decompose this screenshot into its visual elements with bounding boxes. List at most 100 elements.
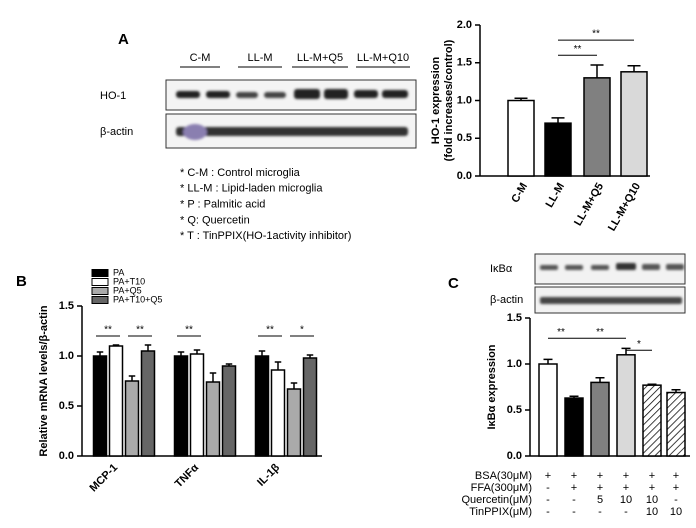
error-bar (177, 351, 185, 356)
treatment-cell: + (571, 470, 577, 482)
error-bar (551, 117, 565, 124)
treatment-cell: - (624, 506, 628, 518)
y-tick-label: 1.5 (457, 57, 472, 69)
bar (583, 77, 611, 177)
bar (302, 357, 318, 457)
error-bar (306, 354, 314, 358)
note: * C-M : Control microglia (180, 167, 301, 179)
x-tick-label: IL-1β (255, 461, 282, 488)
note: * Q: Quercetin (180, 214, 250, 226)
y-tick-label: 0.0 (457, 170, 472, 182)
treatment-label: BSA(30μM) (475, 470, 532, 482)
significance-label: ** (574, 44, 582, 55)
bar (286, 388, 302, 457)
error-bar (590, 64, 604, 78)
legend-swatch (91, 296, 109, 304)
bar (205, 381, 221, 457)
error-bar (128, 375, 136, 381)
error-bar (96, 351, 104, 356)
significance-label: * (300, 325, 304, 336)
legend-swatch (91, 287, 109, 295)
treatment-cell: - (572, 506, 576, 518)
significance-label: ** (136, 325, 144, 336)
x-tick-label: LL-M+Q10 (606, 181, 643, 233)
error-bar (627, 65, 641, 72)
treatment-cell: + (623, 470, 629, 482)
y-tick-label: 1.5 (507, 312, 522, 324)
bar (108, 345, 124, 457)
treatment-cell: + (623, 482, 629, 494)
bar (221, 365, 237, 457)
bar (189, 353, 205, 457)
bar (124, 380, 140, 457)
panel-label: A (118, 31, 129, 48)
bar (254, 355, 270, 457)
error-bar (274, 361, 282, 370)
treatment-cell: 5 (597, 494, 603, 506)
blot-row-label: HO-1 (100, 90, 126, 102)
treatment-cell: + (673, 482, 679, 494)
lane-label: LL-M (247, 52, 272, 64)
treatment-cell: - (546, 494, 550, 506)
treatment-label: Quercetin(μM) (461, 494, 532, 506)
treatment-cell: + (649, 470, 655, 482)
lane-label: LL-M+Q5 (297, 52, 343, 64)
y-tick-label: 1.5 (59, 300, 74, 312)
lane-label: LL-M+Q10 (357, 52, 409, 64)
bar (620, 71, 648, 177)
y-axis-label: HO-1 expression (430, 57, 442, 145)
treatment-cell: + (597, 470, 603, 482)
treatment-cell: + (571, 482, 577, 494)
note: * P : Palmitic acid (180, 199, 265, 211)
y-tick-label: 0.0 (59, 450, 74, 462)
error-bar (209, 372, 217, 382)
treatment-cell: - (546, 482, 550, 494)
y-tick-label: 0.0 (507, 450, 522, 462)
bar (642, 384, 662, 457)
legend-label: PA+T10 (113, 276, 145, 286)
significance-label: ** (185, 325, 193, 336)
error-bar (514, 97, 528, 101)
bar (173, 355, 189, 457)
treatment-cell: - (674, 494, 678, 506)
x-tick-label: C-M (509, 181, 530, 205)
y-tick-label: 0.5 (59, 400, 74, 412)
treatment-cell: - (572, 494, 576, 506)
bar (666, 391, 686, 457)
note: * T : TinPPIX(HO-1activity inhibitor) (180, 230, 351, 242)
bar (270, 369, 286, 457)
error-bar (595, 377, 605, 383)
bar (507, 99, 535, 177)
legend-label: PA+Q5 (113, 285, 142, 295)
y-tick-label: 1.0 (59, 350, 74, 362)
lane-label: C-M (190, 52, 211, 64)
legend-label: PA (113, 267, 124, 277)
significance-label: ** (104, 325, 112, 336)
treatment-cell: 10 (646, 506, 658, 518)
treatment-cell: + (673, 470, 679, 482)
x-tick-label: LL-M+Q5 (572, 181, 606, 228)
error-bar (671, 389, 681, 393)
error-bar (543, 358, 553, 364)
error-bar (258, 350, 266, 356)
bar (590, 381, 610, 457)
treatment-cell: + (597, 482, 603, 494)
error-bar (569, 395, 579, 399)
legend-swatch (91, 269, 109, 277)
panel-label: C (448, 275, 459, 292)
x-tick-label: LL-M (544, 181, 568, 210)
x-tick-label: TNFα (173, 462, 202, 491)
x-tick-label: MCP-1 (87, 462, 120, 495)
y-tick-label: 0.5 (507, 404, 522, 416)
treatment-cell: - (598, 506, 602, 518)
y-axis-label: Relative mRNA levels/β-actin (38, 305, 50, 456)
error-bar (225, 363, 233, 366)
error-bar (112, 344, 120, 346)
legend-swatch (91, 278, 109, 286)
significance-label: * (637, 339, 641, 350)
y-axis-label: (fold increases/control) (443, 39, 455, 161)
y-tick-label: 1.0 (457, 94, 472, 106)
error-bar (647, 383, 657, 386)
y-axis-label: IκBα expression (486, 344, 498, 429)
